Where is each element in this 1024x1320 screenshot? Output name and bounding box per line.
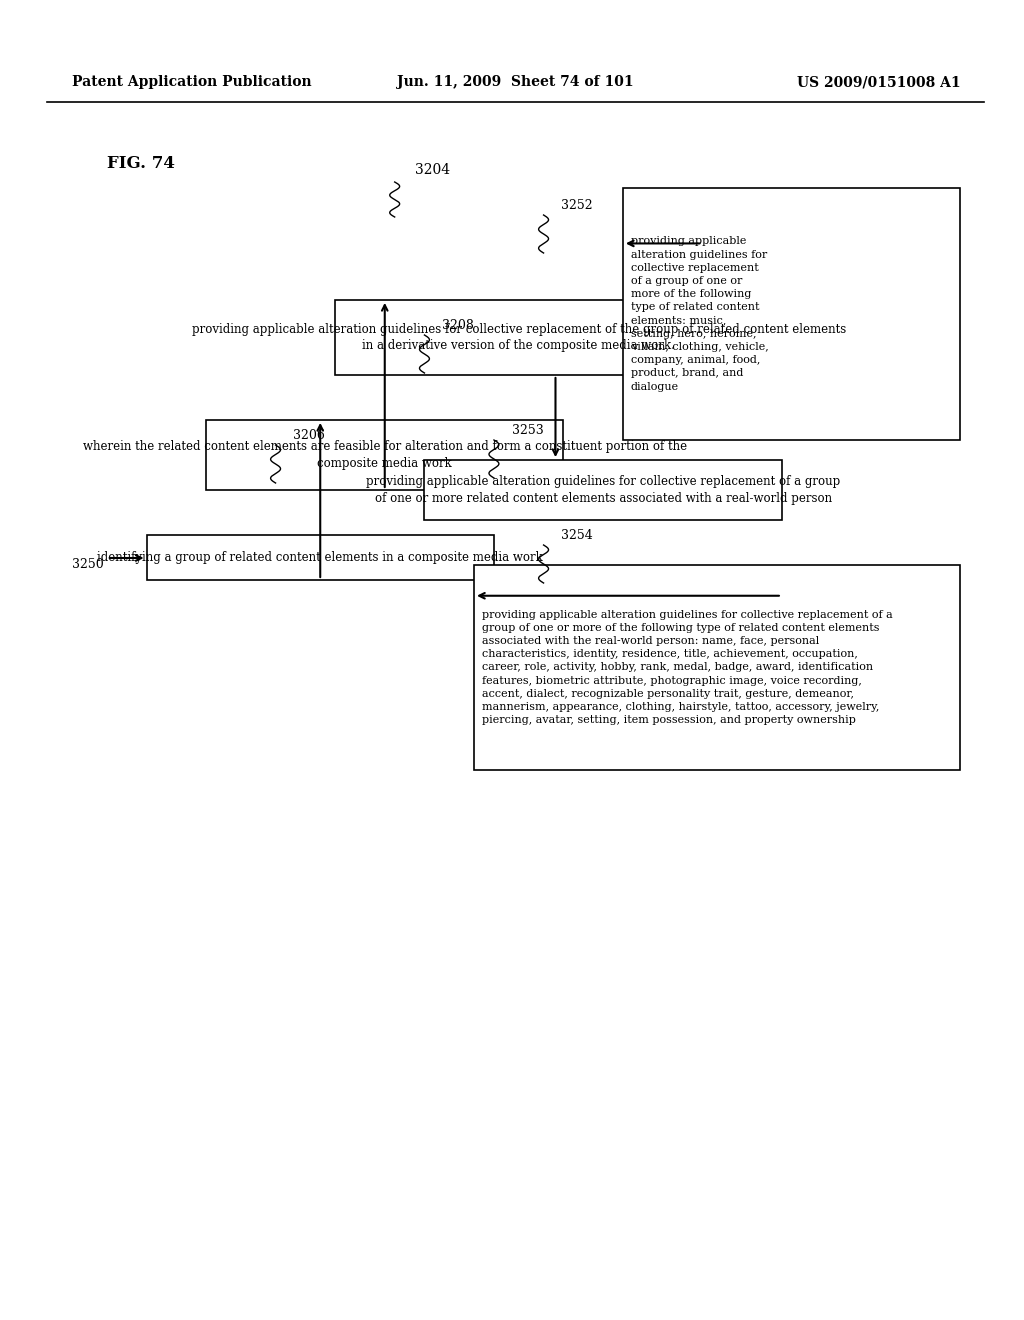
Text: 3204: 3204 <box>415 162 450 177</box>
Text: 3254: 3254 <box>561 529 593 543</box>
Text: 3253: 3253 <box>512 424 544 437</box>
Text: wherein the related content elements are feasible for alteration and form a cons: wherein the related content elements are… <box>83 440 687 470</box>
Text: Patent Application Publication: Patent Application Publication <box>72 75 311 88</box>
Text: 3250: 3250 <box>72 558 103 572</box>
Bar <box>425 459 781 520</box>
Text: 3252: 3252 <box>561 199 593 213</box>
Text: Jun. 11, 2009  Sheet 74 of 101: Jun. 11, 2009 Sheet 74 of 101 <box>397 75 634 88</box>
Text: providing applicable
alteration guidelines for
collective replacement
of a group: providing applicable alteration guidelin… <box>631 236 769 392</box>
Text: FIG. 74: FIG. 74 <box>106 154 175 172</box>
Text: 3206: 3206 <box>294 429 326 442</box>
Text: identifying a group of related content elements in a composite media work: identifying a group of related content e… <box>97 550 543 564</box>
Bar <box>335 300 702 375</box>
Text: 3208: 3208 <box>442 319 474 333</box>
Text: US 2009/0151008 A1: US 2009/0151008 A1 <box>797 75 961 88</box>
Text: providing applicable alteration guidelines for collective replacement of the gro: providing applicable alteration guidelin… <box>191 322 846 352</box>
Text: providing applicable alteration guidelines for collective replacement of a
group: providing applicable alteration guidelin… <box>482 610 893 725</box>
Bar <box>623 187 961 440</box>
Bar <box>206 420 563 490</box>
Bar <box>474 565 961 770</box>
Text: providing applicable alteration guidelines for collective replacement of a group: providing applicable alteration guidelin… <box>366 475 841 506</box>
Bar <box>146 535 494 579</box>
